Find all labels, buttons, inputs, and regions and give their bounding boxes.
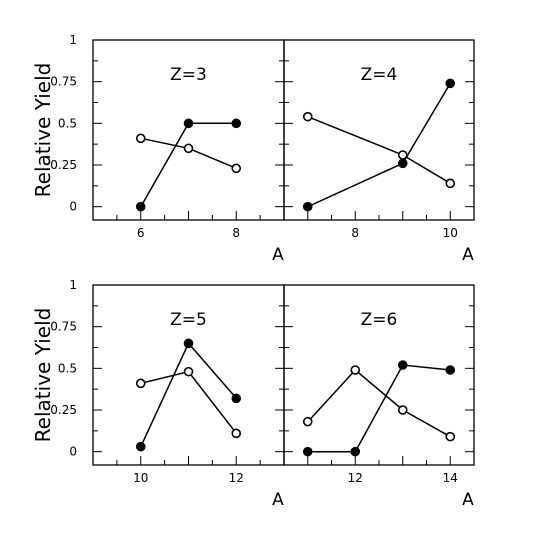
panel-3-series-filled-point (135, 441, 146, 452)
panel-1-series-open-point (135, 133, 146, 144)
panel-4-x-tick-label: 12 (348, 471, 363, 485)
panel-2-series-filled-point (445, 78, 456, 89)
panel-1-series-filled-line (140, 122, 237, 208)
panel-1-series-open-line (140, 137, 237, 169)
panel-2-x-tick-label: 8 (351, 226, 359, 240)
panel-1-series-open-point (183, 143, 194, 154)
panel-3-y-tick-label: 0.75 (50, 320, 77, 334)
panel-3-x-tick-label: 10 (133, 471, 148, 485)
panel-1-series-filled-point (183, 118, 194, 129)
panel-4-series-filled-line (307, 364, 451, 453)
panel-1-series-filled-point (231, 118, 242, 129)
panel-1-y-tick-label: 0.75 (50, 75, 77, 89)
panel-4-label: Z=6 (361, 310, 398, 330)
panel-1-series-open-point (231, 163, 242, 174)
panel-1-y-axis-title: Relative Yield (31, 63, 55, 198)
panel-3-x-tick-label: 12 (229, 471, 244, 485)
panel-2: 8 10 Z=4 A (283, 39, 475, 265)
panel-3-label: Z=5 (170, 310, 207, 330)
panel-1-y-tick-label: 0.5 (58, 116, 77, 130)
panel-2-series-open-point (302, 111, 313, 122)
panel-3-y-tick-label: 0 (69, 445, 77, 459)
panel-1-x-axis-title: A (272, 245, 284, 265)
panel-4-series-open-point (445, 431, 456, 442)
panel-4-series-filled-point (350, 446, 361, 457)
panel-3-series-open-point (231, 428, 242, 439)
panel-1-label: Z=3 (170, 65, 207, 85)
panel-4-series-open-point (397, 405, 408, 415)
panel-3-y-axis-title: Relative Yield (31, 308, 55, 443)
panel-2-series-open-line (307, 116, 451, 184)
panel-2-x-tick-label: 10 (443, 226, 458, 240)
panel-3-y-tick-label: 1 (69, 278, 77, 292)
panel-4-x-tick-label: 14 (443, 471, 458, 485)
panel-1-series-filled-point (135, 201, 146, 212)
panel-4-series-open-point (350, 365, 361, 375)
panel-2-series-filled-point (302, 201, 313, 212)
panel-2-series-open-point (445, 178, 456, 189)
panel-1: 6 8 0 0.25 0.5 0.75 1 Z=3 A Relative Yield (31, 33, 285, 265)
panel-4-series-filled-point (397, 360, 408, 370)
panel-2-series-filled-point (397, 158, 408, 169)
panel-4-x-axis-title: A (462, 490, 474, 510)
panel-1-x-tick-label: 8 (232, 226, 240, 240)
panel-4-series-open-line (307, 368, 451, 438)
panel-3-series-filled-line (140, 341, 237, 448)
panel-4-series-filled-point (445, 365, 456, 375)
panel-2-series-open-point (397, 150, 408, 160)
panel-3: 10 12 0 0.25 0.5 0.75 1 Z=5 A Relative Yield (31, 278, 285, 510)
panel-3-series-open-point (135, 378, 146, 389)
panel-3-series-filled-point (183, 338, 194, 349)
panel-3-y-tick-label: 0.5 (58, 361, 77, 375)
panel-3-y-tick-label: 0.25 (50, 403, 77, 417)
panel-1-y-tick-label: 0.25 (50, 158, 77, 172)
panel-4-series-open-point (302, 416, 313, 427)
panel-2-label: Z=4 (361, 65, 398, 85)
panel-3-series-filled-point (231, 393, 242, 404)
panel-1-y-tick-label: 0 (69, 200, 77, 214)
panel-3-series-open-point (183, 366, 194, 377)
panel-4-series-filled-point (302, 446, 313, 457)
panel-4: 12 14 Z=6 A (283, 284, 475, 510)
panel-2-x-axis-title: A (462, 245, 474, 265)
panel-1-x-tick-label: 6 (137, 226, 145, 240)
panel-3-x-axis-title: A (272, 490, 284, 510)
panel-1-y-tick-label: 1 (69, 33, 77, 47)
